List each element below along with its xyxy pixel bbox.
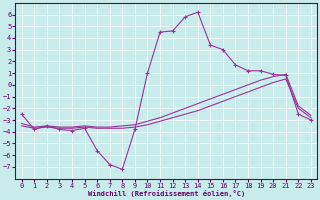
- X-axis label: Windchill (Refroidissement éolien,°C): Windchill (Refroidissement éolien,°C): [88, 190, 245, 197]
